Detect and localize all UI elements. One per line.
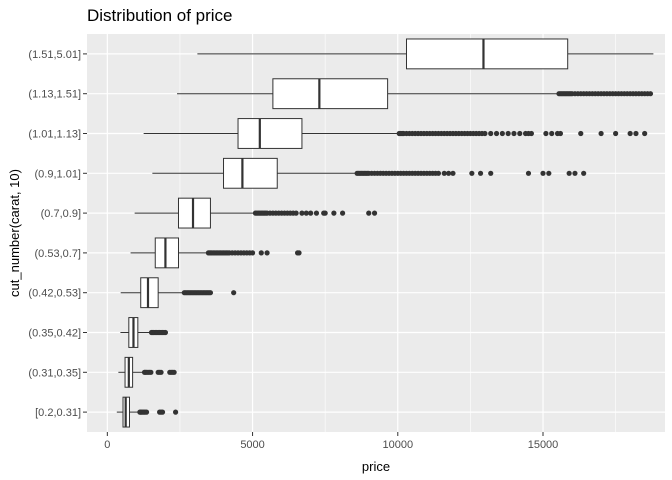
y-tick-label: (1.51,5.01] — [28, 49, 81, 61]
outlier-point — [493, 130, 500, 137]
outlier-point — [642, 130, 648, 137]
outlier-point — [581, 170, 587, 176]
outlier-point — [293, 210, 299, 216]
box-10 — [197, 38, 654, 70]
x-tick-label: 0 — [104, 439, 110, 451]
boxes-layer — [116, 38, 654, 428]
box-iqr — [140, 277, 159, 309]
outlier-point — [441, 170, 447, 176]
outlier-point — [546, 170, 552, 176]
outlier-point — [543, 130, 549, 137]
box-iqr — [405, 38, 569, 70]
box-4 — [120, 277, 237, 309]
outlier-point — [207, 290, 214, 296]
outlier-point — [578, 130, 584, 137]
box-6 — [134, 197, 378, 229]
outlier-point — [450, 170, 456, 176]
outlier-point — [446, 170, 452, 176]
box-1 — [116, 396, 179, 428]
outlier-point — [322, 210, 328, 216]
y-axis-title: cut_number(carat, 10) — [7, 169, 22, 297]
y-tick-label: (0.31,0.35] — [28, 367, 81, 379]
x-tick-label: 15000 — [528, 439, 559, 451]
outlier-point — [566, 170, 572, 176]
outlier-point — [549, 130, 555, 137]
y-tick-label: (0.9,1.01] — [35, 168, 81, 180]
outlier-point — [572, 170, 578, 176]
outlier-point — [505, 130, 511, 137]
outlier-point — [647, 91, 654, 97]
box-iqr — [223, 157, 278, 189]
y-tick-label: (0.53,0.7] — [35, 248, 81, 260]
outlier-point — [627, 130, 633, 137]
outlier-point — [249, 250, 256, 256]
axes-layer: 0 5000 10000 15000 [0.2,0.31] (0.31,0.35] (0.3… — [28, 49, 558, 451]
outlier-point — [258, 250, 264, 256]
outlier-point — [511, 130, 517, 137]
outlier-point — [158, 369, 164, 375]
x-axis-title: price — [362, 459, 390, 474]
outlier-point — [517, 130, 523, 137]
y-tick-label: (0.35,0.42] — [28, 328, 81, 340]
box-iqr — [272, 78, 389, 110]
outlier-point — [598, 130, 604, 137]
box-5 — [130, 237, 302, 269]
outlier-point — [172, 409, 179, 415]
outlier-point — [231, 290, 237, 296]
box-3 — [120, 317, 169, 348]
x-tick-label: 5000 — [240, 439, 264, 451]
box-9 — [177, 78, 654, 110]
box-7 — [152, 157, 587, 189]
outlier-point — [313, 210, 320, 216]
y-tick-label: (0.7,0.9] — [41, 208, 81, 220]
box-iqr — [237, 118, 303, 149]
y-tick-label: (0.42,0.53] — [28, 288, 81, 300]
y-tick-label: (1.01,1.13] — [28, 129, 81, 141]
outlier-point — [162, 329, 169, 336]
y-tick-label: [0.2,0.31] — [35, 407, 81, 419]
box-iqr — [154, 237, 179, 269]
outlier-point — [143, 409, 150, 415]
outlier-point — [159, 409, 166, 415]
outlier-point — [499, 130, 505, 137]
outlier-point — [308, 210, 314, 216]
outlier-point — [525, 170, 532, 176]
outlier-point — [613, 130, 619, 137]
outlier-point — [296, 250, 302, 256]
outlier-point — [488, 130, 494, 137]
outlier-point — [540, 170, 546, 176]
outlier-point — [477, 170, 484, 176]
outlier-point — [171, 369, 177, 375]
box-iqr — [177, 197, 211, 229]
outlier-point — [469, 170, 475, 176]
outlier-point — [482, 130, 488, 137]
outlier-point — [264, 250, 270, 256]
box-8 — [143, 118, 648, 149]
outlier-point — [633, 130, 639, 137]
y-tick-label: (1.13,1.51] — [28, 89, 81, 101]
chart-title: Distribution of price — [87, 6, 233, 25]
outlier-point — [371, 210, 378, 216]
outlier-point — [557, 130, 564, 137]
outlier-point — [339, 210, 346, 216]
outlier-point — [528, 130, 534, 137]
outlier-point — [303, 210, 309, 216]
outlier-point — [299, 210, 305, 216]
outlier-point — [366, 210, 372, 216]
outlier-point — [435, 170, 442, 176]
box-2 — [118, 356, 177, 388]
x-tick-label: 10000 — [382, 439, 413, 451]
outlier-point — [331, 210, 337, 216]
outlier-point — [488, 170, 494, 176]
outlier-point — [148, 369, 154, 375]
